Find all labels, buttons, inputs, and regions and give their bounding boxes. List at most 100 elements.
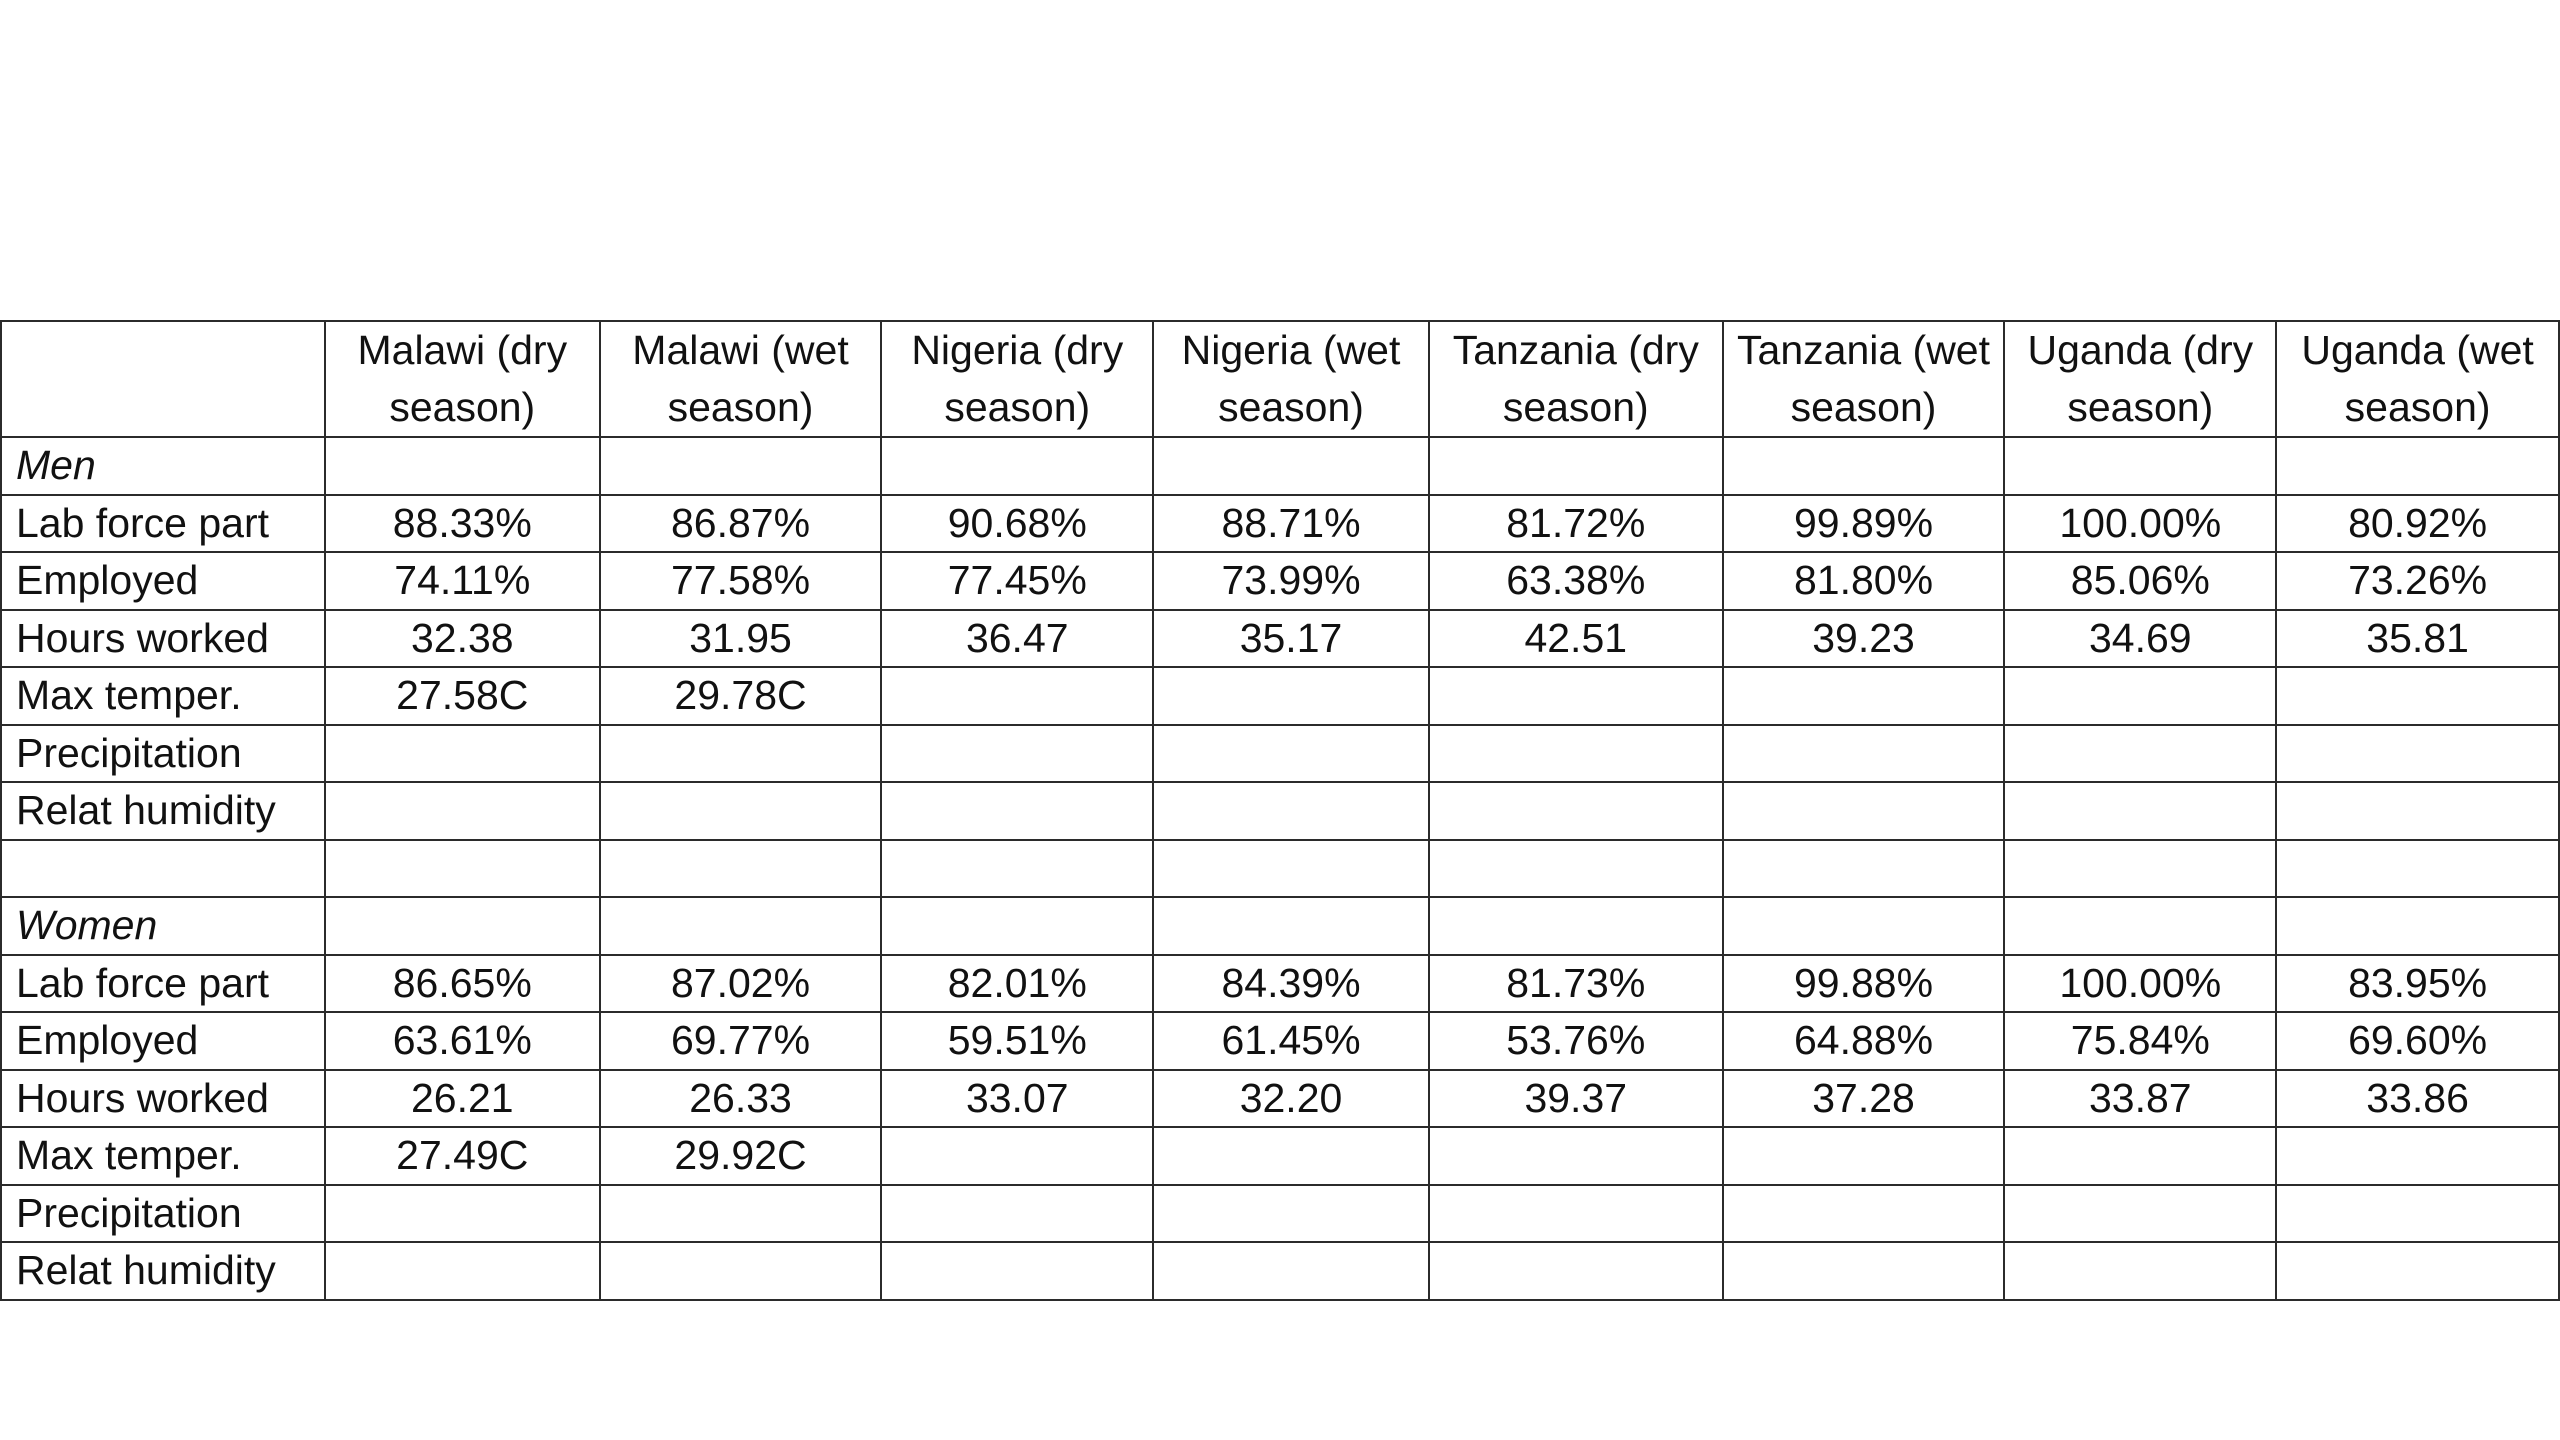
row-label: Relat humidity [0, 1241, 326, 1301]
table-cell: 99.88% [1721, 953, 2006, 1013]
table-cell [1152, 1241, 1430, 1301]
empty-cell [598, 896, 883, 956]
table-cell: 81.72% [1427, 493, 1724, 553]
table-cell [323, 1241, 601, 1301]
table-cell [598, 1183, 883, 1243]
empty-cell [0, 838, 326, 898]
row-label: Employed [0, 1011, 326, 1071]
table-cell: 31.95 [598, 608, 883, 668]
table-cell [2003, 666, 2278, 726]
table-cell [880, 723, 1155, 783]
table-cell: 33.87 [2003, 1068, 2278, 1128]
table-cell: 33.86 [2275, 1068, 2560, 1128]
row-label: Lab force part [0, 953, 326, 1013]
table-row: Max temper. 27.58C 29.78C [0, 666, 2560, 726]
table-cell: 87.02% [598, 953, 883, 1013]
table-cell: 73.99% [1152, 551, 1430, 611]
table-row: Max temper. 27.49C 29.92C [0, 1126, 2560, 1186]
empty-cell [1427, 896, 1724, 956]
table-cell: 37.28 [1721, 1068, 2006, 1128]
empty-cell [880, 838, 1155, 898]
header-row: Malawi (dry season) Malawi (wet season) … [0, 320, 2560, 438]
table-cell: 90.68% [880, 493, 1155, 553]
table-cell [598, 1241, 883, 1301]
table-cell [2275, 781, 2560, 841]
empty-cell [2003, 896, 2278, 956]
table-cell: 73.26% [2275, 551, 2560, 611]
table-cell [2275, 1241, 2560, 1301]
empty-cell [323, 896, 601, 956]
column-header: Tanzania (wet season) [1721, 320, 2006, 438]
table-cell: 83.95% [2275, 953, 2560, 1013]
empty-cell [1427, 436, 1724, 496]
table-cell [1427, 666, 1724, 726]
empty-cell [323, 838, 601, 898]
table-cell: 86.65% [323, 953, 601, 1013]
table-cell: 64.88% [1721, 1011, 2006, 1071]
table-row: Relat humidity [0, 781, 2560, 841]
table-cell: 69.60% [2275, 1011, 2560, 1071]
table-cell [1721, 1126, 2006, 1186]
table-cell: 29.78C [598, 666, 883, 726]
table-cell: 61.45% [1152, 1011, 1430, 1071]
table-cell: 35.81 [2275, 608, 2560, 668]
section-header-row: Women [0, 896, 2560, 956]
table-cell [2003, 1183, 2278, 1243]
table-cell [1427, 1241, 1724, 1301]
table-row: Relat humidity [0, 1241, 2560, 1301]
table-cell [1427, 723, 1724, 783]
table-cell: 32.38 [323, 608, 601, 668]
corner-cell [0, 320, 326, 438]
row-label: Hours worked [0, 608, 326, 668]
table-cell [323, 723, 601, 783]
table-cell [1152, 781, 1430, 841]
table-cell: 84.39% [1152, 953, 1430, 1013]
table-cell [2275, 1126, 2560, 1186]
column-header: Nigeria (wet season) [1152, 320, 1430, 438]
table-cell: 39.37 [1427, 1068, 1724, 1128]
row-label: Hours worked [0, 1068, 326, 1128]
table-cell [880, 1126, 1155, 1186]
table-cell [323, 1183, 601, 1243]
table-cell [1427, 1126, 1724, 1186]
table-cell [1427, 1183, 1724, 1243]
table-cell: 82.01% [880, 953, 1155, 1013]
empty-cell [2275, 838, 2560, 898]
row-label: Relat humidity [0, 781, 326, 841]
table-cell [1152, 666, 1430, 726]
empty-cell [1152, 436, 1430, 496]
table-row: Lab force part 86.65% 87.02% 82.01% 84.39% 81… [0, 953, 2560, 1013]
table-cell [2275, 723, 2560, 783]
section-header-row: Men [0, 436, 2560, 496]
spacer-row [0, 838, 2560, 898]
table-cell [598, 781, 883, 841]
table-cell: 88.33% [323, 493, 601, 553]
table-cell: 100.00% [2003, 493, 2278, 553]
table-cell: 32.20 [1152, 1068, 1430, 1128]
empty-cell [323, 436, 601, 496]
empty-cell [1152, 838, 1430, 898]
table-cell: 35.17 [1152, 608, 1430, 668]
table-cell: 85.06% [2003, 551, 2278, 611]
table-cell [323, 781, 601, 841]
column-header: Nigeria (dry season) [880, 320, 1155, 438]
table-cell: 39.23 [1721, 608, 2006, 668]
table-cell: 69.77% [598, 1011, 883, 1071]
table-cell [1152, 1183, 1430, 1243]
table-row: Hours worked 32.38 31.95 36.47 35.17 42.51 39.… [0, 608, 2560, 668]
empty-cell [880, 896, 1155, 956]
table-cell [880, 1183, 1155, 1243]
table-row: Employed 63.61% 69.77% 59.51% 61.45% 53.76% 64… [0, 1011, 2560, 1071]
table-cell: 27.58C [323, 666, 601, 726]
row-label: Lab force part [0, 493, 326, 553]
table-cell: 75.84% [2003, 1011, 2278, 1071]
table-cell [2275, 1183, 2560, 1243]
table-cell [880, 666, 1155, 726]
table-row: Hours worked 26.21 26.33 33.07 32.20 39.37 37.… [0, 1068, 2560, 1128]
empty-cell [1427, 838, 1724, 898]
column-header: Tanzania (dry season) [1427, 320, 1724, 438]
table-cell: 100.00% [2003, 953, 2278, 1013]
empty-cell [2275, 896, 2560, 956]
row-label: Precipitation [0, 723, 326, 783]
table-row: Employed 74.11% 77.58% 77.45% 73.99% 63.38% 81… [0, 551, 2560, 611]
